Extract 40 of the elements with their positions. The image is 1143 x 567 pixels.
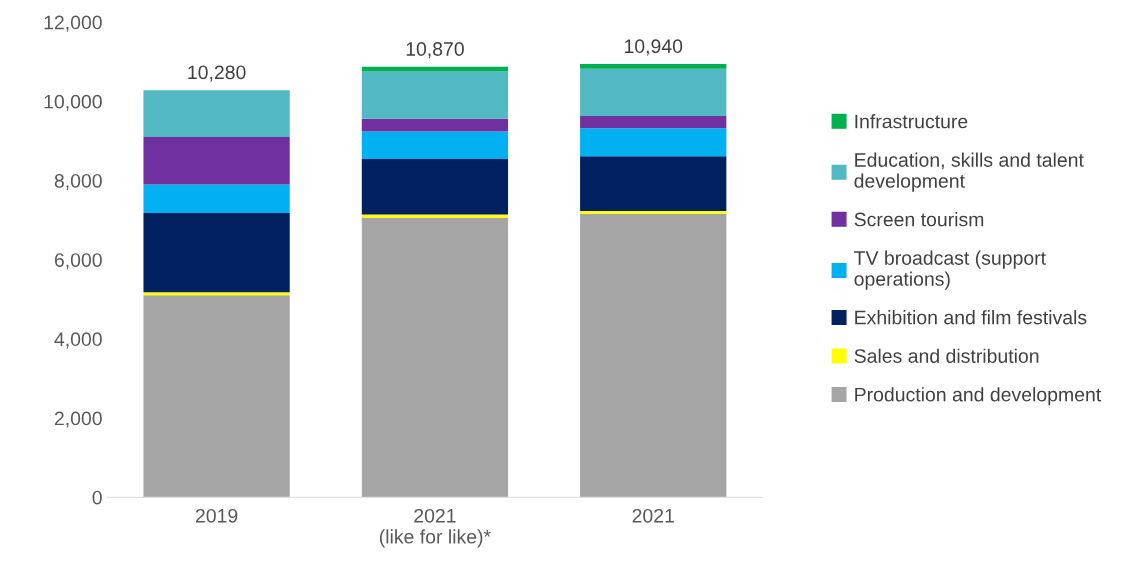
bar bbox=[143, 212, 290, 293]
bar bbox=[143, 136, 290, 185]
bar bbox=[361, 66, 509, 72]
y-tick-label: 12,000 bbox=[44, 15, 102, 32]
bar bbox=[580, 210, 727, 214]
bar bbox=[361, 118, 509, 132]
bar bbox=[580, 213, 727, 498]
legend-label: Screen tourism bbox=[854, 212, 984, 227]
legend-label: Sales and distribution bbox=[854, 348, 1039, 363]
total-label: 10,870 bbox=[406, 42, 464, 59]
x-tick-label: 2021 bbox=[632, 508, 674, 523]
total-label: 10,940 bbox=[624, 39, 683, 56]
y-tick-label: 0 bbox=[92, 490, 102, 505]
total-label: 10,280 bbox=[188, 65, 246, 82]
bar bbox=[143, 292, 290, 296]
bar bbox=[143, 184, 290, 213]
y-tick-label: 8,000 bbox=[54, 173, 102, 191]
bar bbox=[361, 131, 509, 160]
bar bbox=[361, 217, 509, 498]
bar bbox=[143, 90, 290, 137]
bar bbox=[580, 156, 727, 211]
bar bbox=[580, 115, 727, 129]
legend-label: TV broadcast (support operations) bbox=[854, 250, 1046, 290]
y-tick-label: 10,000 bbox=[44, 94, 102, 111]
bar bbox=[143, 295, 290, 498]
legend-label: Infrastructure bbox=[855, 114, 968, 129]
y-tick-label: 4,000 bbox=[54, 332, 102, 349]
y-tick-label: 6,000 bbox=[54, 253, 102, 270]
bar bbox=[361, 214, 509, 218]
x-tick-label: 2019 bbox=[195, 508, 238, 523]
bar bbox=[580, 68, 727, 116]
legend-label: Education, skills and talent development bbox=[854, 152, 1084, 192]
bar bbox=[361, 71, 509, 119]
bar bbox=[580, 64, 727, 69]
x-tick-label: 2021 (like for like)* bbox=[379, 508, 491, 548]
bar bbox=[580, 128, 727, 157]
bar bbox=[361, 159, 509, 215]
legend-label: Production and development bbox=[855, 387, 1102, 406]
legend-label: Exhibition and film festivals bbox=[855, 310, 1087, 325]
y-tick-label: 2,000 bbox=[54, 411, 102, 428]
